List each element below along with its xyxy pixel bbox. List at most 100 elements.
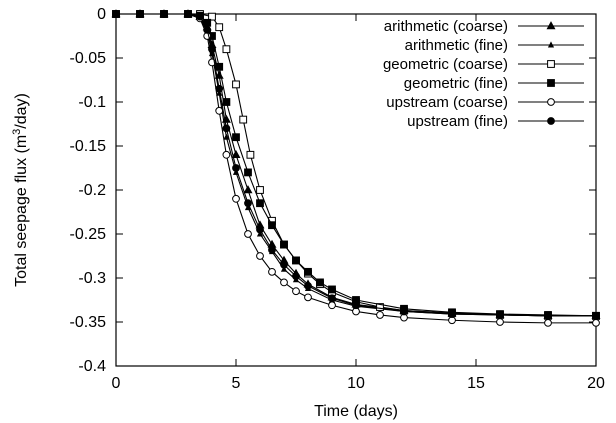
y-axis-title-suffix: /day) <box>13 93 30 129</box>
data-point <box>280 265 288 272</box>
series-line <box>116 13 596 317</box>
x-tick-label: 0 <box>112 375 121 392</box>
data-point <box>246 150 255 159</box>
y-tick-label: -0.05 <box>70 50 107 67</box>
legend-entry: geometric (fine) <box>404 75 584 92</box>
data-point <box>280 260 288 269</box>
x-tick-label: 10 <box>347 375 365 392</box>
legend: arithmetic (coarse) arithmetic (fine) geom… <box>383 18 584 130</box>
data-point <box>268 245 276 254</box>
y-tick-label: -0.1 <box>78 94 106 111</box>
data-point <box>256 225 264 234</box>
data-point <box>196 12 204 21</box>
data-point <box>592 311 600 320</box>
y-tick-label: -0.35 <box>70 314 107 331</box>
legend-marker <box>547 60 555 68</box>
data-point <box>268 267 276 276</box>
data-point <box>496 318 504 326</box>
legend-entry: geometric (coarse) <box>383 56 584 73</box>
series-line <box>116 13 597 317</box>
data-point <box>304 282 312 290</box>
data-point <box>280 240 288 249</box>
legend-marker <box>547 98 555 106</box>
data-point <box>232 80 240 89</box>
legend-entry: arithmetic (fine) <box>405 37 584 54</box>
data-point <box>243 185 253 194</box>
y-axis-title-superscript: 3 <box>11 129 23 135</box>
data-point <box>316 278 324 287</box>
data-point <box>496 311 504 319</box>
y-tick-label: 0 <box>97 6 106 23</box>
legend-label: upstream (coarse) <box>386 94 508 111</box>
data-point <box>222 98 231 106</box>
y-axis-title: Total seepage flux (m3/day) <box>11 93 30 287</box>
data-point <box>256 230 264 237</box>
data-point <box>136 10 144 18</box>
data-point <box>268 221 276 230</box>
data-point <box>160 10 168 18</box>
legend-marker <box>547 79 555 87</box>
data-point <box>400 307 408 316</box>
legend-marker <box>547 41 555 48</box>
data-point <box>352 301 360 310</box>
legend-label: geometric (fine) <box>404 75 508 92</box>
data-point <box>222 124 231 133</box>
y-tick-label: -0.25 <box>70 226 107 243</box>
data-point <box>244 168 252 177</box>
series-1 <box>112 10 600 319</box>
series-line <box>116 13 596 317</box>
data-point <box>592 318 600 327</box>
series-2 <box>112 10 600 320</box>
legend-label: arithmetic (coarse) <box>384 18 508 35</box>
y-tick-label: -0.4 <box>78 358 106 375</box>
data-point <box>328 301 336 310</box>
legend-label: geometric (coarse) <box>383 56 508 73</box>
data-point <box>215 62 224 71</box>
data-point <box>208 12 216 21</box>
data-point <box>328 294 336 303</box>
data-point <box>256 186 264 194</box>
data-point <box>544 311 552 320</box>
data-point <box>232 164 240 172</box>
series-line <box>116 13 596 324</box>
data-point <box>222 150 231 159</box>
series-0 <box>111 9 601 320</box>
series-line <box>116 13 596 317</box>
data-point <box>304 293 312 302</box>
legend-marker <box>546 21 556 30</box>
y-axis-title-prefix: Total seepage flux (m <box>13 135 30 287</box>
series-3 <box>112 10 600 320</box>
legend-entry: upstream (fine) <box>407 113 584 130</box>
y-tick-label: -0.3 <box>78 270 106 287</box>
data-point <box>215 23 224 32</box>
y-tick-label: -0.2 <box>78 182 106 199</box>
data-point <box>376 303 384 311</box>
data-point <box>215 106 224 115</box>
data-point <box>292 256 300 265</box>
data-point <box>244 199 252 208</box>
data-point <box>304 267 312 276</box>
data-point <box>184 10 192 18</box>
axes: 0 5 10 15 20 0 -0.05 -0.1 -0.15 -0.2 -0.25 -0.3 -0.3… <box>70 6 605 392</box>
x-tick-label: 15 <box>467 375 485 392</box>
data-point <box>244 230 252 238</box>
data-point <box>376 311 384 319</box>
data-point <box>232 133 240 142</box>
data-point <box>232 194 240 203</box>
data-point <box>328 285 336 294</box>
data-point <box>280 278 288 287</box>
data-point <box>256 199 264 208</box>
data-point <box>208 45 216 54</box>
data-point <box>292 287 300 296</box>
series-5 <box>112 10 600 320</box>
x-tick-label: 5 <box>232 375 241 392</box>
x-axis-title: Time (days) <box>314 403 398 420</box>
x-tick-label: 20 <box>587 375 605 392</box>
data-point <box>231 149 241 159</box>
series-line <box>116 13 596 317</box>
y-tick-label: -0.15 <box>70 138 107 155</box>
data-point <box>223 133 230 140</box>
legend-entry: arithmetic (coarse) <box>384 18 584 35</box>
